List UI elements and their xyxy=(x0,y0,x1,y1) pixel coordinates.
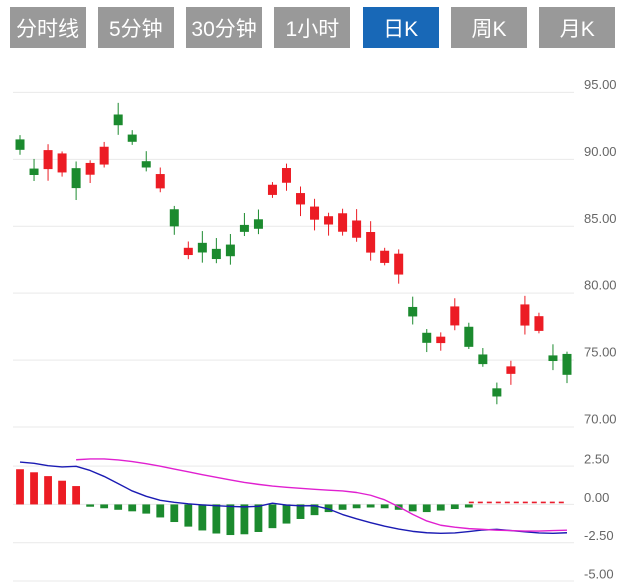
svg-text:2.50: 2.50 xyxy=(584,452,609,467)
svg-text:0.00: 0.00 xyxy=(584,490,609,505)
svg-text:70.00: 70.00 xyxy=(584,412,617,427)
svg-text:85.00: 85.00 xyxy=(584,211,617,226)
svg-text:95.00: 95.00 xyxy=(584,77,617,92)
svg-text:80.00: 80.00 xyxy=(584,278,617,293)
svg-text:75.00: 75.00 xyxy=(584,345,617,360)
svg-text:90.00: 90.00 xyxy=(584,144,617,159)
svg-text:-5.00: -5.00 xyxy=(584,566,614,581)
svg-text:-2.50: -2.50 xyxy=(584,528,614,543)
